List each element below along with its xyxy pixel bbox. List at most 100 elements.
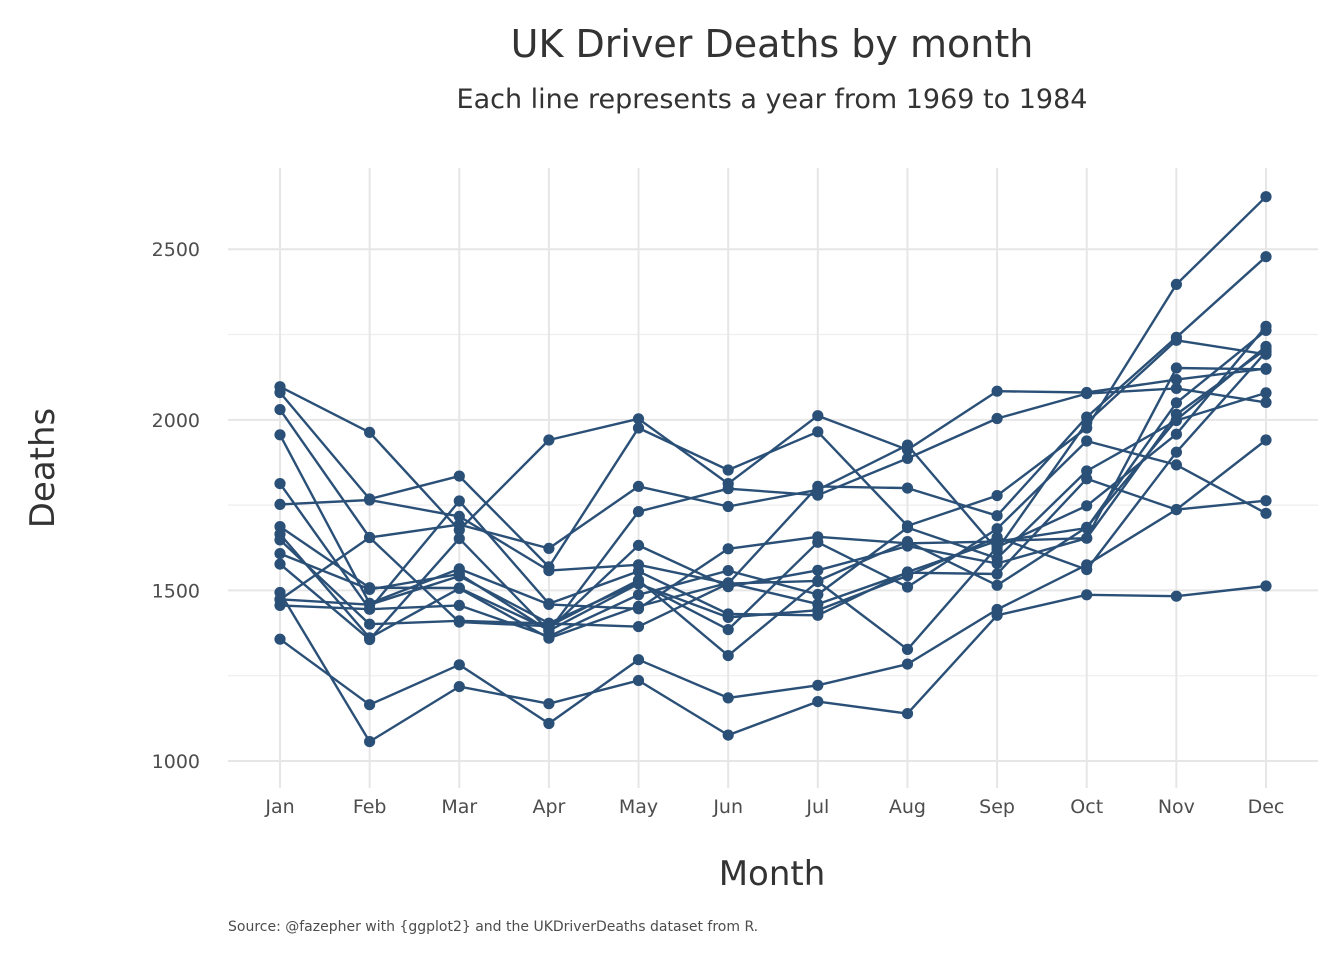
data-point: [1260, 324, 1272, 336]
data-point: [991, 412, 1003, 425]
data-point: [901, 537, 914, 549]
data-point: [991, 552, 1003, 564]
chart-caption: Source: @fazepher with {ggplot2} and the…: [228, 919, 758, 935]
series-group-16: [274, 495, 1272, 730]
data-point: [274, 478, 286, 490]
data-point: [364, 632, 376, 644]
y-tick-label: 2000: [152, 410, 200, 432]
data-point: [1260, 434, 1272, 446]
series-group-15: [274, 580, 1272, 748]
data-point: [453, 681, 465, 693]
data-point: [543, 617, 555, 629]
data-point: [1260, 580, 1272, 592]
data-point: [901, 581, 914, 593]
data-point: [453, 470, 465, 482]
data-point: [543, 698, 555, 710]
data-point: [722, 483, 734, 495]
data-point: [901, 522, 914, 534]
data-point: [1170, 334, 1182, 346]
data-point: [274, 404, 286, 416]
data-point: [901, 482, 914, 494]
data-point: [722, 577, 734, 589]
data-point: [632, 654, 645, 666]
x-axis-title: Month: [719, 854, 826, 894]
x-tick-label: May: [619, 796, 658, 818]
series-line: [278, 439, 1268, 631]
data-point: [364, 699, 376, 711]
data-point: [274, 558, 286, 570]
x-tick-label: Jul: [805, 796, 829, 818]
data-point: [453, 510, 465, 522]
data-point: [453, 582, 465, 595]
data-point: [632, 565, 645, 577]
data-point: [812, 696, 824, 708]
data-point: [1081, 435, 1093, 447]
data-point: [1260, 396, 1272, 408]
data-point: [1170, 374, 1182, 386]
data-point: [364, 736, 376, 748]
series-line: [278, 329, 1268, 610]
data-point: [632, 413, 645, 425]
x-tick-label: Dec: [1248, 796, 1285, 818]
data-point: [991, 523, 1003, 535]
data-point: [1170, 459, 1182, 471]
x-tick-label: Mar: [441, 796, 477, 818]
data-point: [453, 533, 465, 545]
series-line: [278, 584, 1268, 743]
data-point: [453, 599, 465, 612]
x-tick-label: Nov: [1158, 796, 1195, 818]
data-point: [722, 729, 734, 741]
series-line: [278, 387, 1268, 632]
data-point: [543, 561, 555, 573]
data-point: [1170, 446, 1182, 458]
data-point: [632, 674, 645, 687]
series-group-12: [274, 434, 1272, 644]
data-point: [722, 624, 734, 636]
data-point: [274, 586, 286, 599]
data-point: [364, 603, 376, 615]
data-point: [1170, 362, 1182, 374]
data-point: [274, 633, 286, 645]
data-point: [1170, 428, 1182, 440]
data-point: [274, 429, 286, 441]
x-tick-label: Feb: [353, 796, 387, 818]
series-group-6: [274, 382, 1272, 637]
data-point: [991, 535, 1003, 547]
data-point: [543, 542, 555, 555]
data-point: [812, 426, 824, 438]
data-point: [632, 577, 645, 589]
series-line: [278, 325, 1268, 657]
y-axis-title: Deaths: [23, 408, 63, 529]
data-point: [991, 490, 1003, 502]
data-point: [453, 659, 465, 671]
data-point: [901, 567, 914, 579]
data-point: [1081, 500, 1093, 512]
data-point: [1081, 422, 1093, 434]
chart-title: UK Driver Deaths by month: [511, 22, 1034, 66]
data-point: [991, 385, 1003, 397]
data-point: [812, 679, 824, 691]
series-line: [278, 367, 1268, 532]
series-line: [278, 391, 1268, 638]
y-tick-label: 1500: [152, 580, 200, 602]
data-point: [812, 598, 824, 610]
data-point: [632, 422, 645, 434]
data-point: [1170, 278, 1182, 290]
data-point: [543, 630, 555, 643]
data-point: [1170, 590, 1182, 602]
x-tick-label: Apr: [532, 796, 565, 818]
data-point: [364, 493, 376, 505]
chart-subtitle: Each line represents a year from 1969 to…: [457, 84, 1088, 115]
data-point: [1081, 388, 1093, 400]
data-point: [1260, 363, 1272, 375]
data-point: [722, 608, 734, 620]
data-point: [364, 426, 376, 438]
data-point: [1260, 495, 1272, 507]
data-point: [722, 692, 734, 704]
y-tick-label: 1000: [152, 751, 200, 773]
data-point: [812, 564, 824, 576]
data-point: [632, 539, 645, 552]
data-point: [991, 603, 1003, 616]
series-line: [278, 348, 1268, 617]
